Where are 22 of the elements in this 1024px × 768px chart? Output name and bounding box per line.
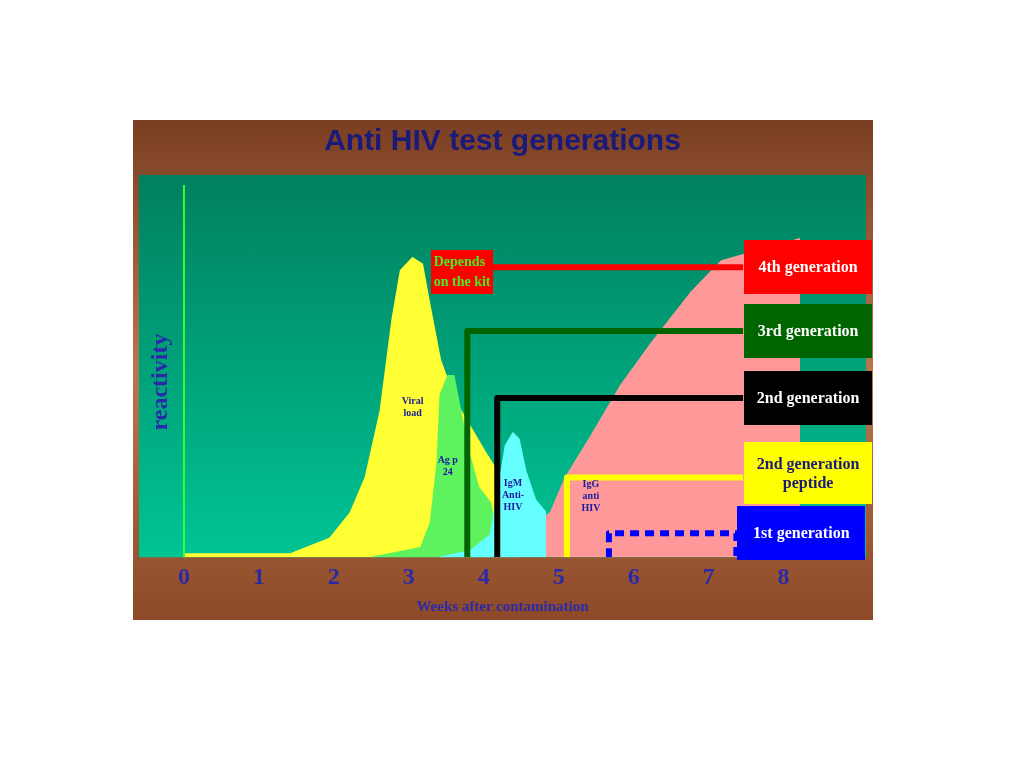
x-tick-label: 1 bbox=[252, 562, 265, 589]
x-tick-label: 3 bbox=[402, 562, 415, 589]
series-label: 2nd generation bbox=[744, 370, 873, 425]
x-tick-label: 8 bbox=[777, 562, 790, 589]
series-label: IgM Anti-HIV bbox=[501, 476, 525, 512]
x-axis-title: Weeks after contamination bbox=[416, 597, 590, 614]
series-label: Ag p 24 bbox=[437, 454, 459, 478]
x-tick-label: 2 bbox=[327, 562, 340, 589]
x-tick-label: 5 bbox=[552, 562, 565, 589]
y-axis-title: reactivity bbox=[146, 333, 173, 431]
series-label: 1st generation bbox=[737, 506, 866, 561]
x-tick-label: 0 bbox=[177, 562, 190, 589]
chart-title: Anti HIV test generations bbox=[324, 123, 681, 157]
series-label: 2nd generation peptide bbox=[744, 442, 873, 505]
x-tick-label: 7 bbox=[702, 562, 715, 589]
series-label: Viral load bbox=[401, 395, 424, 419]
series-label: 3rd generation bbox=[744, 304, 873, 359]
series-label: 4th generation bbox=[744, 240, 873, 295]
x-tick-label: 6 bbox=[627, 562, 640, 589]
series-label: IgG anti HIV bbox=[581, 478, 602, 514]
annotation: Depends on the kit bbox=[430, 250, 493, 295]
x-tick-label: 4 bbox=[477, 562, 490, 589]
